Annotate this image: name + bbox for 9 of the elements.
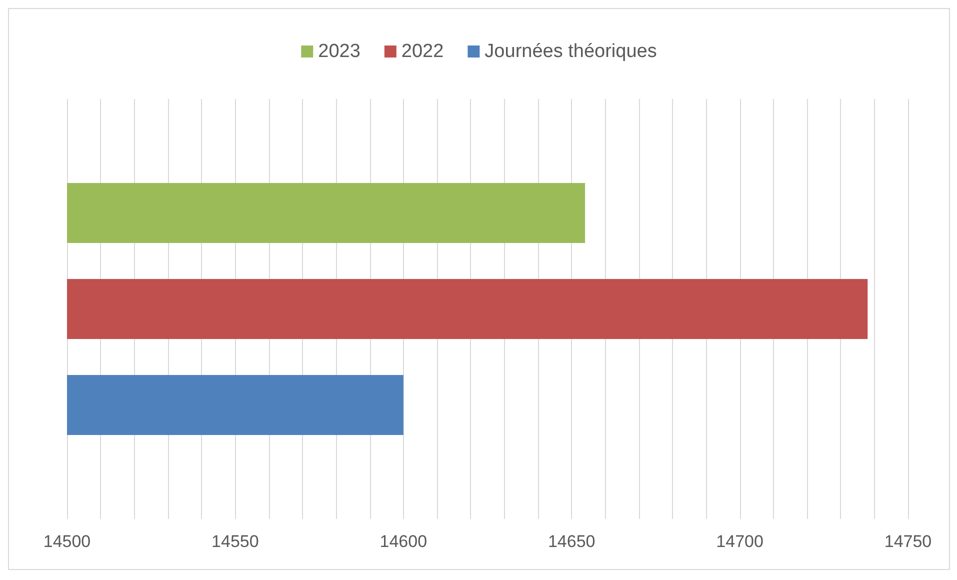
- x-tick-label: 14550: [212, 532, 259, 551]
- x-tick-label: 14650: [548, 532, 596, 551]
- x-tick-label: 14700: [716, 532, 764, 551]
- legend-label: 2023: [318, 41, 360, 62]
- legend-label: 2022: [401, 41, 444, 62]
- x-tick-label: 14500: [43, 532, 91, 551]
- x-tick-label: 14600: [380, 532, 428, 551]
- legend-label: Journées théoriques: [484, 41, 657, 62]
- x-tick-label: 14750: [884, 532, 932, 551]
